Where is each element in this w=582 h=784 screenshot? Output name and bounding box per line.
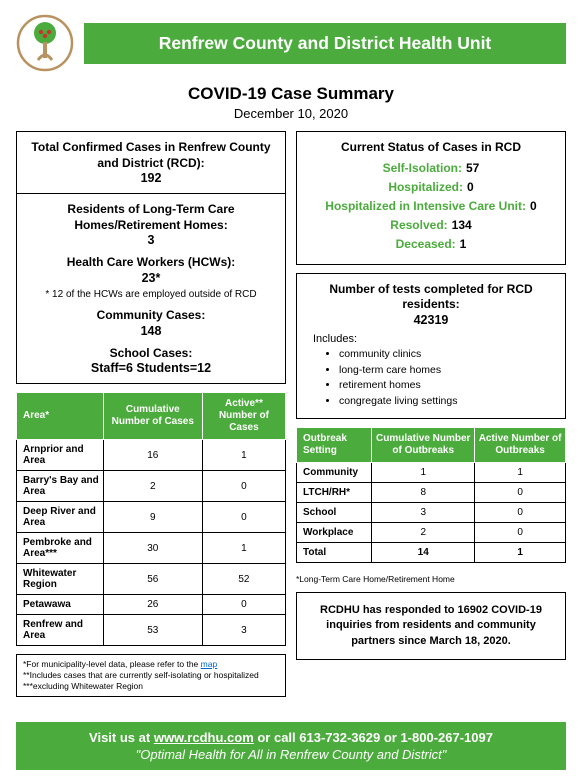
cases-summary-box: Total Confirmed Cases in Renfrew County … [16, 131, 286, 384]
status-row: Resolved: 134 [303, 218, 559, 232]
school-value: Staff=6 Students=12 [23, 361, 279, 375]
table-header: Area* [17, 393, 104, 440]
table-row: Barry's Bay and Area20 [17, 471, 286, 502]
list-item: retirement homes [339, 378, 559, 394]
area-footnote: *For municipality-level data, please ref… [16, 654, 286, 697]
table-row: Total141 [297, 542, 566, 562]
list-item: congregate living settings [339, 394, 559, 410]
area-table: Area*Cumulative Number of CasesActive** … [16, 392, 286, 646]
community-label: Community Cases: [23, 308, 279, 324]
report-date: December 10, 2020 [16, 106, 566, 121]
hcw-label: Health Care Workers (HCWs): [23, 255, 279, 271]
ltc-value: 3 [23, 233, 279, 247]
tests-box: Number of tests completed for RCD reside… [296, 273, 566, 419]
status-row: Hospitalized in Intensive Care Unit: 0 [303, 199, 559, 213]
total-label: Total Confirmed Cases in Renfrew County … [23, 140, 279, 171]
list-item: community clinics [339, 347, 559, 363]
hcw-value: 23* [23, 271, 279, 285]
table-row: LTCH/RH*80 [297, 482, 566, 502]
table-row: Workplace20 [297, 522, 566, 542]
table-row: Whitewater Region5652 [17, 564, 286, 595]
table-header: Active Number of Outbreaks [475, 427, 566, 462]
table-header: Cumulative Number of Outbreaks [372, 427, 475, 462]
community-value: 148 [23, 324, 279, 338]
table-header: Active** Number of Cases [202, 393, 285, 440]
status-row: Deceased: 1 [303, 237, 559, 251]
outbreak-table: Outbreak SettingCumulative Number of Out… [296, 427, 566, 563]
org-banner: Renfrew County and District Health Unit [84, 23, 566, 64]
table-header: Cumulative Number of Cases [103, 393, 202, 440]
footer: Visit us at www.rcdhu.com or call 613-73… [16, 722, 566, 770]
table-row: Renfrew and Area533 [17, 615, 286, 646]
tests-value: 42319 [303, 313, 559, 327]
table-row: School30 [297, 502, 566, 522]
includes-head: Includes: [313, 333, 559, 345]
includes-list: community clinicslong-term care homesret… [339, 347, 559, 410]
logo-icon [16, 14, 74, 72]
title-block: COVID-19 Case Summary December 10, 2020 [16, 84, 566, 121]
list-item: long-term care homes [339, 363, 559, 379]
table-row: Deep River and Area90 [17, 502, 286, 533]
inquiry-box: RCDHU has responded to 16902 COVID-19 in… [296, 592, 566, 660]
site-link[interactable]: www.rcdhu.com [154, 730, 254, 745]
status-title: Current Status of Cases in RCD [303, 140, 559, 156]
table-header: Outbreak Setting [297, 427, 372, 462]
outbreak-note: *Long-Term Care Home/Retirement Home [296, 574, 566, 584]
school-label: School Cases: [23, 346, 279, 362]
hcw-note: * 12 of the HCWs are employed outside of… [23, 289, 279, 300]
status-box: Current Status of Cases in RCD Self-Isol… [296, 131, 566, 265]
total-value: 192 [23, 171, 279, 185]
status-row: Hospitalized: 0 [303, 180, 559, 194]
map-link[interactable]: map [201, 659, 218, 669]
ltc-label: Residents of Long-Term Care Homes/Retire… [23, 202, 279, 233]
tests-label: Number of tests completed for RCD reside… [303, 282, 559, 313]
footer-tagline: "Optimal Health for All in Renfrew Count… [20, 747, 562, 762]
page-title: COVID-19 Case Summary [16, 84, 566, 104]
table-row: Arnprior and Area161 [17, 440, 286, 471]
table-row: Pembroke and Area***301 [17, 533, 286, 564]
table-row: Petawawa260 [17, 595, 286, 615]
status-row: Self-Isolation: 57 [303, 161, 559, 175]
table-row: Community11 [297, 462, 566, 482]
header: Renfrew County and District Health Unit [16, 14, 566, 72]
